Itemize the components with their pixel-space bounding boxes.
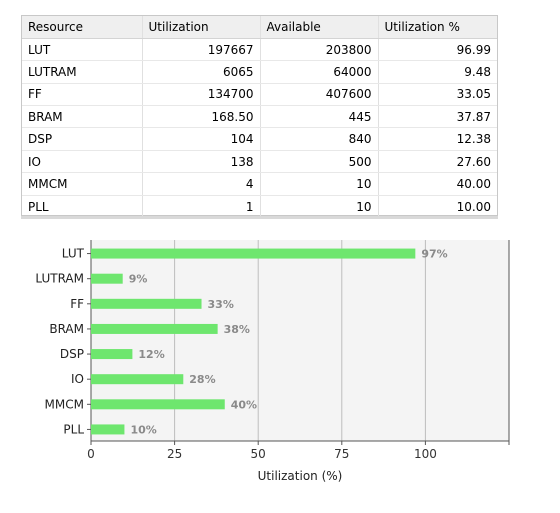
table-cell: 10 bbox=[260, 172, 379, 196]
data-label: 97% bbox=[421, 248, 447, 261]
bar bbox=[91, 424, 125, 435]
table-cell: 37.87 bbox=[378, 105, 497, 129]
y-tick-label: FF bbox=[70, 297, 84, 311]
column-header[interactable]: Utilization % bbox=[378, 16, 497, 39]
table-cell: 203800 bbox=[260, 38, 379, 62]
table-cell: 197667 bbox=[142, 38, 261, 62]
table-cell: 840 bbox=[260, 127, 379, 151]
table-cell: 27.60 bbox=[378, 150, 497, 174]
bar bbox=[91, 298, 202, 309]
table-row[interactable]: DSP 104 840 12.38 bbox=[22, 127, 497, 151]
table-row[interactable]: LUTRAM 6065 64000 9.48 bbox=[22, 60, 497, 84]
resource-name-cell: PLL bbox=[22, 195, 143, 218]
table-row[interactable]: FF 134700 407600 33.05 bbox=[22, 83, 497, 107]
resource-name-cell: BRAM bbox=[22, 105, 143, 129]
resource-name-cell: DSP bbox=[22, 127, 143, 151]
utilization-bar-chart: 0 25 50 75 100 LUT 97% LUTRAM 9% FF 33% BRAM 38% DSP 1… bbox=[0, 230, 560, 500]
resource-name-cell: LUTRAM bbox=[22, 60, 143, 84]
y-tick-label: LUTRAM bbox=[35, 272, 84, 286]
data-label: 38% bbox=[224, 323, 250, 336]
bar bbox=[91, 248, 416, 259]
resource-name-cell: FF bbox=[22, 83, 143, 107]
bar bbox=[91, 374, 184, 385]
table-row[interactable]: MMCM 4 10 40.00 bbox=[22, 172, 497, 196]
y-tick-label: MMCM bbox=[45, 397, 84, 411]
table-cell: 168.50 bbox=[142, 105, 261, 129]
table-cell: 10 bbox=[260, 195, 379, 218]
utilization-table-panel: Resource Utilization Available Utilization … bbox=[21, 15, 498, 219]
resource-name-cell: MMCM bbox=[22, 172, 143, 196]
x-tick-label: 0 bbox=[87, 447, 95, 461]
y-tick-label: BRAM bbox=[49, 322, 84, 336]
table-header-row: Resource Utilization Available Utilization … bbox=[22, 16, 497, 39]
table-cell: 138 bbox=[142, 150, 261, 174]
bar bbox=[91, 273, 123, 284]
bar bbox=[91, 323, 218, 334]
x-axis-label: Utilization (%) bbox=[258, 469, 343, 483]
table-cell: 96.99 bbox=[378, 38, 497, 62]
data-label: 10% bbox=[130, 423, 156, 436]
utilization-table: Resource Utilization Available Utilization … bbox=[22, 16, 497, 218]
table-row[interactable]: PLL 1 10 10.00 bbox=[22, 195, 497, 218]
data-label: 28% bbox=[189, 373, 215, 386]
x-tick-label: 100 bbox=[414, 447, 437, 461]
chart-canvas: 0 25 50 75 100 LUT 97% LUTRAM 9% FF 33% BRAM 38% DSP 1… bbox=[35, 240, 510, 483]
data-label: 12% bbox=[138, 348, 164, 361]
column-header[interactable]: Utilization bbox=[142, 16, 261, 39]
column-header[interactable]: Resource bbox=[22, 16, 143, 39]
y-tick-label: DSP bbox=[60, 347, 84, 361]
resource-name-cell: IO bbox=[22, 150, 143, 174]
table-cell: 64000 bbox=[260, 60, 379, 84]
data-label: 9% bbox=[129, 273, 148, 286]
x-tick-label: 25 bbox=[167, 447, 182, 461]
table-cell: 407600 bbox=[260, 83, 379, 107]
table-cell: 134700 bbox=[142, 83, 261, 107]
table-cell: 1 bbox=[142, 195, 261, 218]
table-cell: 445 bbox=[260, 105, 379, 129]
x-tick-label: 75 bbox=[334, 447, 349, 461]
table-cell: 6065 bbox=[142, 60, 261, 84]
column-header[interactable]: Available bbox=[260, 16, 379, 39]
x-tick-label: 50 bbox=[251, 447, 266, 461]
bar bbox=[91, 349, 133, 360]
table-cell: 33.05 bbox=[378, 83, 497, 107]
table-cell: 12.38 bbox=[378, 127, 497, 151]
table-cell: 9.48 bbox=[378, 60, 497, 84]
plot-area bbox=[91, 240, 509, 441]
y-tick-label: IO bbox=[71, 372, 84, 386]
data-label: 33% bbox=[208, 298, 234, 311]
y-tick-label: PLL bbox=[63, 422, 84, 436]
table-row[interactable]: LUT 197667 203800 96.99 bbox=[22, 38, 497, 62]
bar bbox=[91, 399, 225, 410]
table-cell: 10.00 bbox=[456, 199, 491, 214]
table-cell: 4 bbox=[142, 172, 261, 196]
data-label: 40% bbox=[231, 398, 257, 411]
table-cell: 104 bbox=[142, 127, 261, 151]
resource-name-cell: LUT bbox=[22, 38, 143, 62]
table-row[interactable]: BRAM 168.50 445 37.87 bbox=[22, 105, 497, 129]
y-tick-label: LUT bbox=[62, 247, 85, 261]
table-row[interactable]: IO 138 500 27.60 bbox=[22, 150, 497, 174]
table-cell: 500 bbox=[260, 150, 379, 174]
table-cell: 40.00 bbox=[378, 172, 497, 196]
